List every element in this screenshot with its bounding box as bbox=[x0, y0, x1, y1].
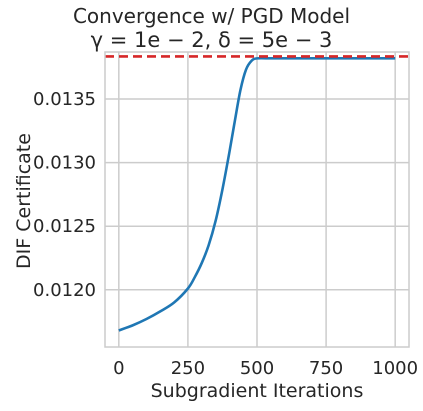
y-tick-label: 0.0120 bbox=[33, 280, 96, 301]
grid bbox=[105, 52, 409, 347]
x-tick-label: 500 bbox=[240, 358, 274, 379]
plot-frame bbox=[104, 51, 410, 348]
chart-title: Convergence w/ PGD Model bbox=[72, 4, 351, 28]
x-axis-label: Subgradient Iterations bbox=[150, 380, 364, 402]
x-tick-label: 1000 bbox=[372, 358, 418, 379]
x-tick-label: 250 bbox=[171, 358, 205, 379]
y-axis-label: DIF Certificate bbox=[13, 133, 35, 269]
ticks: 0 250 500 750 1000 0.0120 0.0125 0.0130 0.0135 bbox=[33, 89, 418, 379]
series bbox=[118, 56, 396, 332]
chart-subtitle: γ = 1e − 2, δ = 5e − 3 bbox=[90, 28, 333, 52]
y-tick-label: 0.0135 bbox=[33, 89, 96, 110]
x-tick-label: 750 bbox=[309, 358, 343, 379]
x-tick-label: 0 bbox=[113, 358, 124, 379]
y-tick-label: 0.0125 bbox=[33, 216, 96, 237]
series-line bbox=[118, 56, 396, 332]
y-tick-label: 0.0130 bbox=[33, 153, 96, 174]
